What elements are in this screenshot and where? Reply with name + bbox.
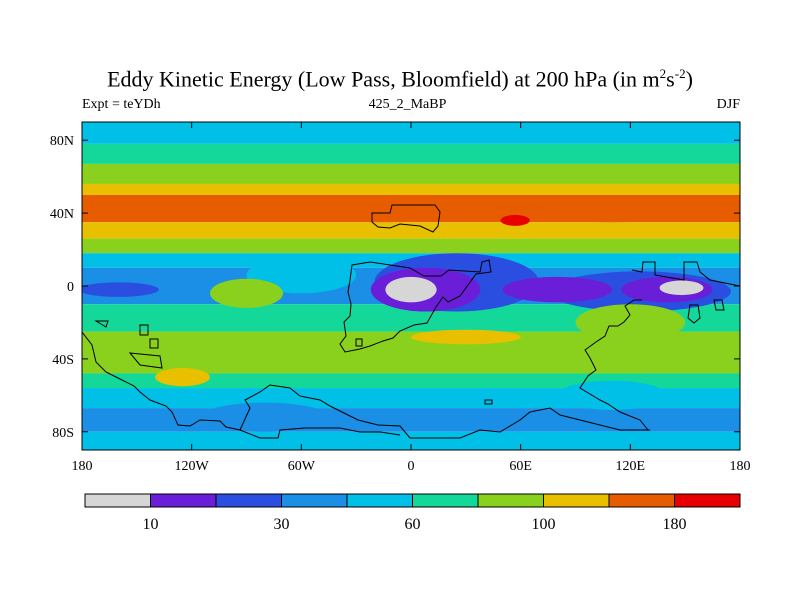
colorbar-box-0	[84, 493, 151, 508]
coastline-asia	[579, 261, 740, 431]
band-2	[82, 163, 740, 184]
band-0	[82, 122, 740, 144]
colorbar-box-1	[150, 493, 217, 508]
coastline-islands	[94, 299, 725, 369]
field-feature-11	[209, 278, 284, 308]
colorbar-box-7	[543, 493, 610, 508]
x-tick-label-6: 180	[730, 459, 751, 474]
coastline-north-africa	[371, 204, 441, 233]
run-label: 425_2_MaBP	[368, 97, 447, 112]
x-tick-label-4: 60E	[509, 459, 532, 474]
field-feature-14	[575, 304, 686, 341]
coastline-africa	[339, 259, 492, 353]
colorbar-box-2	[215, 493, 282, 508]
title-end: )	[685, 66, 693, 92]
band-14	[82, 431, 740, 450]
coastline-antarctica	[239, 384, 650, 439]
colorbar-boxes	[84, 493, 741, 508]
coastline-small-island	[484, 399, 493, 405]
y-tick-label-4: 80S	[52, 426, 74, 441]
y-tick-label-3: 40S	[52, 353, 74, 368]
field-feature-0	[301, 196, 466, 223]
field-feature-9	[385, 276, 437, 303]
colorbar-box-3	[281, 493, 348, 508]
colorbar-box-4	[346, 493, 413, 508]
band-1	[82, 143, 740, 164]
field-feature-16	[557, 380, 667, 410]
field-feature-10	[659, 280, 704, 296]
x-tick-label-0: 180	[72, 459, 93, 474]
x-tick-label-5: 120E	[616, 459, 646, 474]
season-label: DJF	[716, 97, 740, 112]
colorbar-box-8	[608, 493, 675, 508]
x-tick-label-1: 120W	[175, 459, 210, 474]
colorbar-label-2: 60	[405, 516, 421, 533]
field-feature-1	[520, 196, 704, 223]
experiment-label: Expt = teYDh	[82, 97, 161, 112]
title-sup-2: -2	[674, 66, 686, 81]
band-3	[82, 183, 740, 195]
colorbar-label-0: 10	[143, 516, 159, 533]
colorbar-label-4: 180	[663, 516, 687, 533]
band-6	[82, 238, 740, 254]
title-sup-1: 2	[659, 66, 667, 81]
colorbar-label-1: 30	[274, 516, 290, 533]
y-tick-label-1: 40N	[50, 207, 74, 222]
x-tick-label-2: 60W	[288, 459, 316, 474]
map-fill	[82, 122, 740, 450]
y-tick-label-0: 80N	[50, 134, 74, 149]
field-feature-2	[500, 214, 530, 226]
field-feature-12	[82, 282, 159, 297]
field-feature-6	[502, 276, 613, 303]
colorbar-box-5	[412, 493, 479, 508]
y-tick-label-2: 0	[67, 280, 74, 295]
band-11	[82, 373, 740, 389]
chart-title: Eddy Kinetic Energy (Low Pass, Bloomfiel…	[0, 66, 800, 92]
coastline-south-america	[82, 331, 241, 431]
x-tick-label-3: 0	[408, 459, 415, 474]
coastlines	[82, 204, 740, 439]
band-5	[82, 222, 740, 239]
colorbar-label-3: 100	[532, 516, 556, 533]
colorbar-box-9	[674, 493, 741, 508]
title-main: Eddy Kinetic Energy (Low Pass, Bloomfiel…	[107, 66, 660, 92]
title-mid: s	[666, 66, 675, 92]
colorbar-labels: 10 30 60 100 180	[143, 516, 687, 533]
field-feature-13	[411, 329, 521, 345]
field-feature-17	[155, 368, 210, 387]
colorbar-box-6	[477, 493, 544, 508]
axis-ticks: 180 120W 60W 0 60E 120E 180 80N 40N 0 40S 80S	[50, 122, 751, 474]
field-feature-15	[200, 402, 329, 432]
